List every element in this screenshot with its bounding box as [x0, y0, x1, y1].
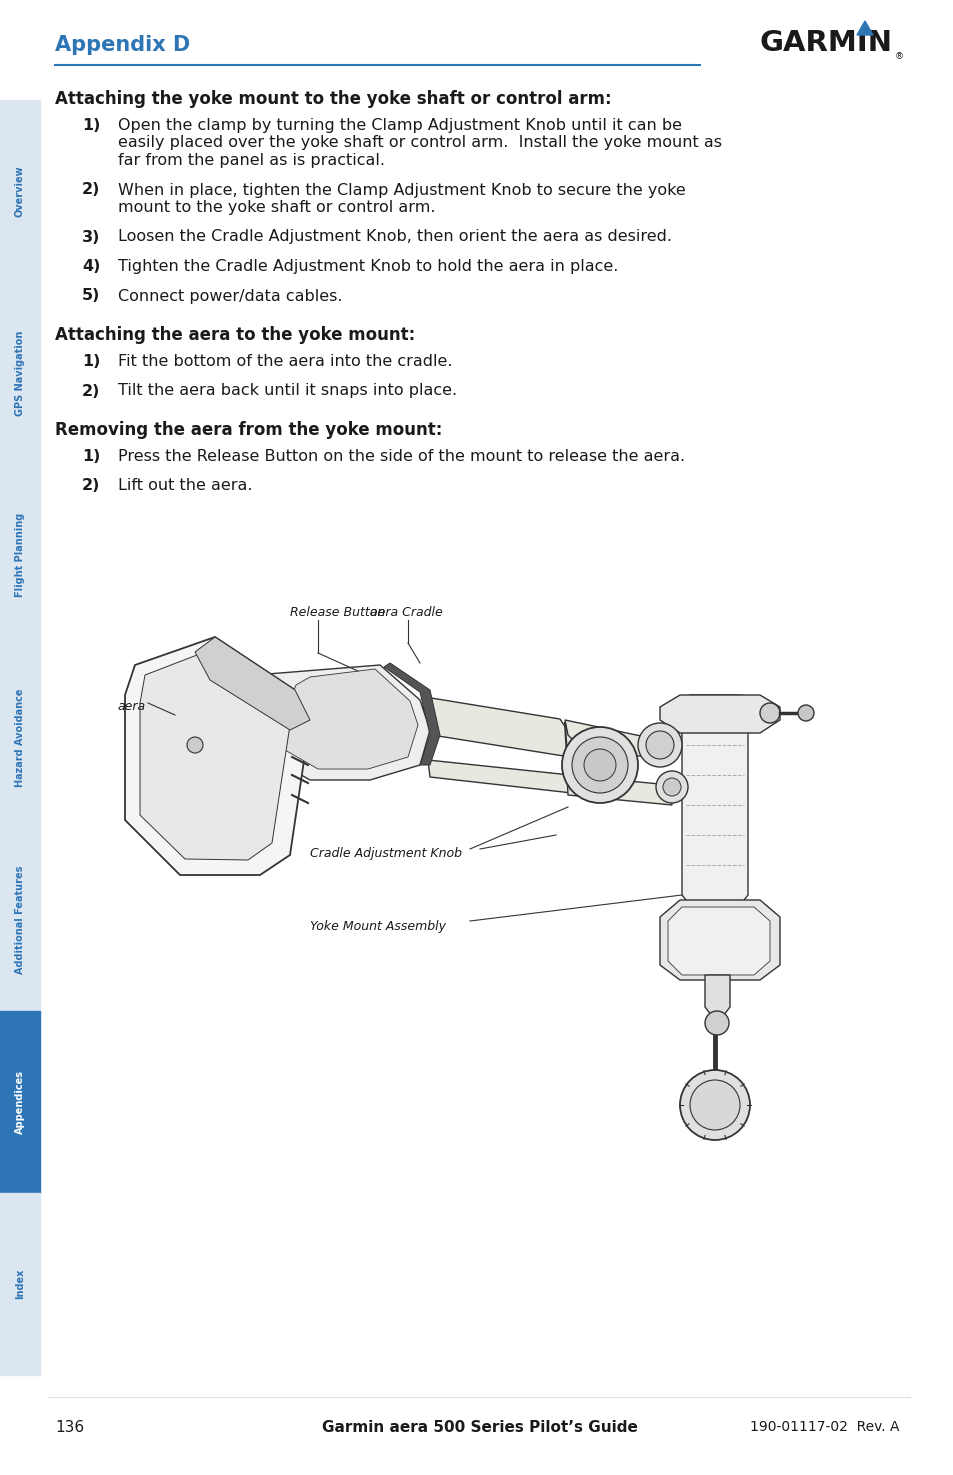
Text: Attaching the yoke mount to the yoke shaft or control arm:: Attaching the yoke mount to the yoke sha…	[55, 90, 611, 108]
Polygon shape	[741, 695, 761, 730]
Text: Index: Index	[15, 1268, 25, 1299]
Text: Lift out the aera.: Lift out the aera.	[118, 478, 253, 494]
Text: 136: 136	[55, 1419, 84, 1435]
Text: Appendix D: Appendix D	[55, 35, 190, 55]
Polygon shape	[125, 637, 310, 875]
Polygon shape	[667, 907, 769, 975]
Text: Tighten the Cradle Adjustment Knob to hold the aera in place.: Tighten the Cradle Adjustment Knob to ho…	[118, 260, 618, 274]
Bar	[0, 1193, 40, 1375]
Text: Removing the aera from the yoke mount:: Removing the aera from the yoke mount:	[55, 420, 442, 440]
Text: 2): 2)	[82, 384, 100, 398]
Circle shape	[187, 738, 203, 754]
Text: 1): 1)	[82, 118, 100, 133]
Text: Loosen the Cradle Adjustment Knob, then orient the aera as desired.: Loosen the Cradle Adjustment Knob, then …	[118, 230, 671, 245]
Circle shape	[797, 705, 813, 721]
Text: Hazard Avoidance: Hazard Avoidance	[15, 689, 25, 786]
Polygon shape	[421, 698, 572, 757]
Polygon shape	[564, 720, 671, 761]
Polygon shape	[659, 695, 780, 733]
Text: far from the panel as is practical.: far from the panel as is practical.	[118, 153, 385, 168]
Text: easily placed over the yoke shaft or control arm.  Install the yoke mount as: easily placed over the yoke shaft or con…	[118, 136, 721, 150]
Text: Additional Features: Additional Features	[15, 866, 25, 974]
Circle shape	[704, 1010, 728, 1035]
Polygon shape	[282, 670, 417, 768]
Text: Open the clamp by turning the Clamp Adjustment Knob until it can be: Open the clamp by turning the Clamp Adju…	[118, 118, 681, 133]
Text: Yoke Mount Assembly: Yoke Mount Assembly	[310, 920, 446, 934]
Circle shape	[662, 777, 680, 797]
Bar	[0, 829, 40, 1010]
Text: 1): 1)	[82, 354, 100, 369]
Text: 2): 2)	[82, 183, 100, 198]
Text: 1): 1)	[82, 448, 100, 465]
Text: 5): 5)	[82, 289, 100, 304]
Polygon shape	[140, 650, 290, 860]
Circle shape	[679, 1069, 749, 1140]
Circle shape	[583, 749, 616, 780]
Bar	[0, 100, 40, 282]
Bar	[0, 1010, 40, 1193]
Polygon shape	[148, 749, 285, 820]
Text: 190-01117-02  Rev. A: 190-01117-02 Rev. A	[750, 1420, 899, 1434]
Circle shape	[760, 704, 780, 723]
Circle shape	[656, 771, 687, 802]
Text: When in place, tighten the Clamp Adjustment Knob to secure the yoke: When in place, tighten the Clamp Adjustm…	[118, 183, 685, 198]
Circle shape	[561, 727, 638, 802]
Bar	[0, 646, 40, 829]
Polygon shape	[194, 637, 310, 730]
Polygon shape	[704, 975, 729, 1021]
Text: Press the Release Button on the side of the mount to release the aera.: Press the Release Button on the side of …	[118, 448, 684, 465]
Polygon shape	[681, 695, 747, 906]
Polygon shape	[856, 21, 872, 35]
Circle shape	[689, 1080, 740, 1130]
Text: Overview: Overview	[15, 165, 25, 217]
Circle shape	[645, 732, 673, 760]
Text: ®: ®	[894, 53, 903, 62]
Text: Flight Planning: Flight Planning	[15, 513, 25, 597]
Text: GPS Navigation: GPS Navigation	[15, 330, 25, 416]
Text: 2): 2)	[82, 478, 100, 494]
Polygon shape	[254, 665, 430, 780]
Circle shape	[572, 738, 627, 794]
Polygon shape	[428, 760, 572, 794]
Text: Release Button: Release Button	[290, 606, 385, 619]
Text: Tilt the aera back until it snaps into place.: Tilt the aera back until it snaps into p…	[118, 384, 456, 398]
Text: 3): 3)	[82, 230, 100, 245]
Text: mount to the yoke shaft or control arm.: mount to the yoke shaft or control arm.	[118, 201, 435, 215]
Bar	[0, 465, 40, 646]
Polygon shape	[659, 900, 780, 979]
Text: Fit the bottom of the aera into the cradle.: Fit the bottom of the aera into the crad…	[118, 354, 452, 369]
Text: Connect power/data cables.: Connect power/data cables.	[118, 289, 342, 304]
Text: 4): 4)	[82, 260, 100, 274]
Text: Appendices: Appendices	[15, 1069, 25, 1134]
Bar	[0, 282, 40, 465]
Text: Garmin aera 500 Series Pilot’s Guide: Garmin aera 500 Series Pilot’s Guide	[322, 1419, 638, 1435]
Text: aera: aera	[117, 701, 145, 712]
Polygon shape	[566, 774, 671, 805]
Polygon shape	[384, 662, 439, 766]
Text: GARMIN: GARMIN	[760, 30, 892, 58]
Text: aera Cradle: aera Cradle	[370, 606, 442, 619]
Circle shape	[638, 723, 681, 767]
Text: Cradle Adjustment Knob: Cradle Adjustment Knob	[310, 847, 461, 860]
Text: Attaching the aera to the yoke mount:: Attaching the aera to the yoke mount:	[55, 326, 415, 344]
